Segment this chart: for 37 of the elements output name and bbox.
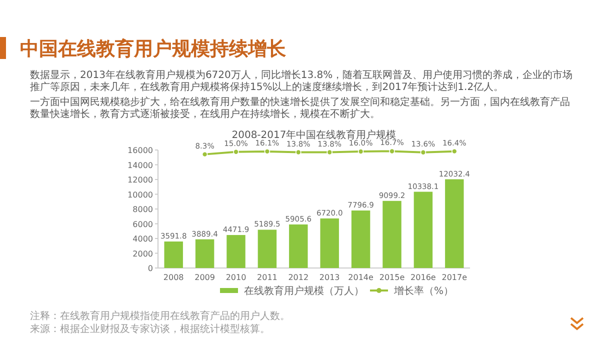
chart-title: 2008-2017年中国在线教育用户规模 (232, 129, 396, 141)
legend-label: 增长率（%） (393, 285, 454, 297)
text: 注释：在线教育用户规模指使用在线教育产品的用户人数。 (30, 310, 290, 323)
y-tick-label: 4000 (132, 234, 153, 244)
x-tick-label: 2013 (319, 273, 340, 282)
x-tick-label: 2016e (410, 273, 436, 282)
text: 中国在线教育用户规模持续增长 (20, 37, 286, 62)
y-tick-label: 0 (148, 264, 153, 273)
x-tick-label: 2010 (226, 273, 246, 282)
x-tick-label: 2014e (348, 273, 374, 282)
bar (289, 224, 308, 268)
y-tick-label: 14000 (128, 160, 153, 170)
source-note: 来源：根据企业财报及专家访谈，根据统计模型核算。 (30, 322, 270, 336)
bar (320, 218, 339, 268)
y-tick-label: 10000 (128, 190, 153, 200)
y-tick-label: 8000 (132, 205, 153, 214)
x-tick-label: 2009 (194, 273, 215, 282)
text: 一方面中国网民规模稳步扩大，给在线教育用户数量的快速增长提供了发展空间和稳定基础。另一方面，国内在线教育产品数量快速增长，教育方式逐渐被接受，在线用户在持续增长，规模在不断扩大。 (30, 97, 571, 121)
bar (226, 235, 246, 268)
bar (258, 230, 277, 268)
text: 数据显示，2013年在线教育用户规模为6720万人，同比增长13.8%，随着互联网普及、用户使用习惯的养成，企业的市场推广等原因，未来几年，在线教育用户规模将保持15%以上的速度继续增长，到2017年预计达到1.2亿人。 (30, 70, 574, 94)
bar (445, 179, 464, 268)
y-tick-label: 16000 (128, 146, 153, 155)
y-tick-label: 12000 (128, 176, 153, 184)
bar (351, 210, 370, 268)
bar (382, 200, 402, 268)
legend-label: 在线教育用户规模（万人） (244, 285, 364, 297)
x-tick-label: 2012 (288, 273, 309, 282)
x-tick-label: 2011 (257, 273, 278, 282)
y-tick-label: 2000 (132, 249, 153, 258)
x-tick-label: 2017e (442, 273, 468, 282)
bar (195, 239, 214, 268)
y-tick-label: 6000 (132, 220, 153, 229)
bar (414, 192, 433, 268)
bar (164, 242, 183, 268)
x-tick-label: 2008 (163, 273, 184, 282)
x-tick-label: 2015e (379, 273, 405, 282)
